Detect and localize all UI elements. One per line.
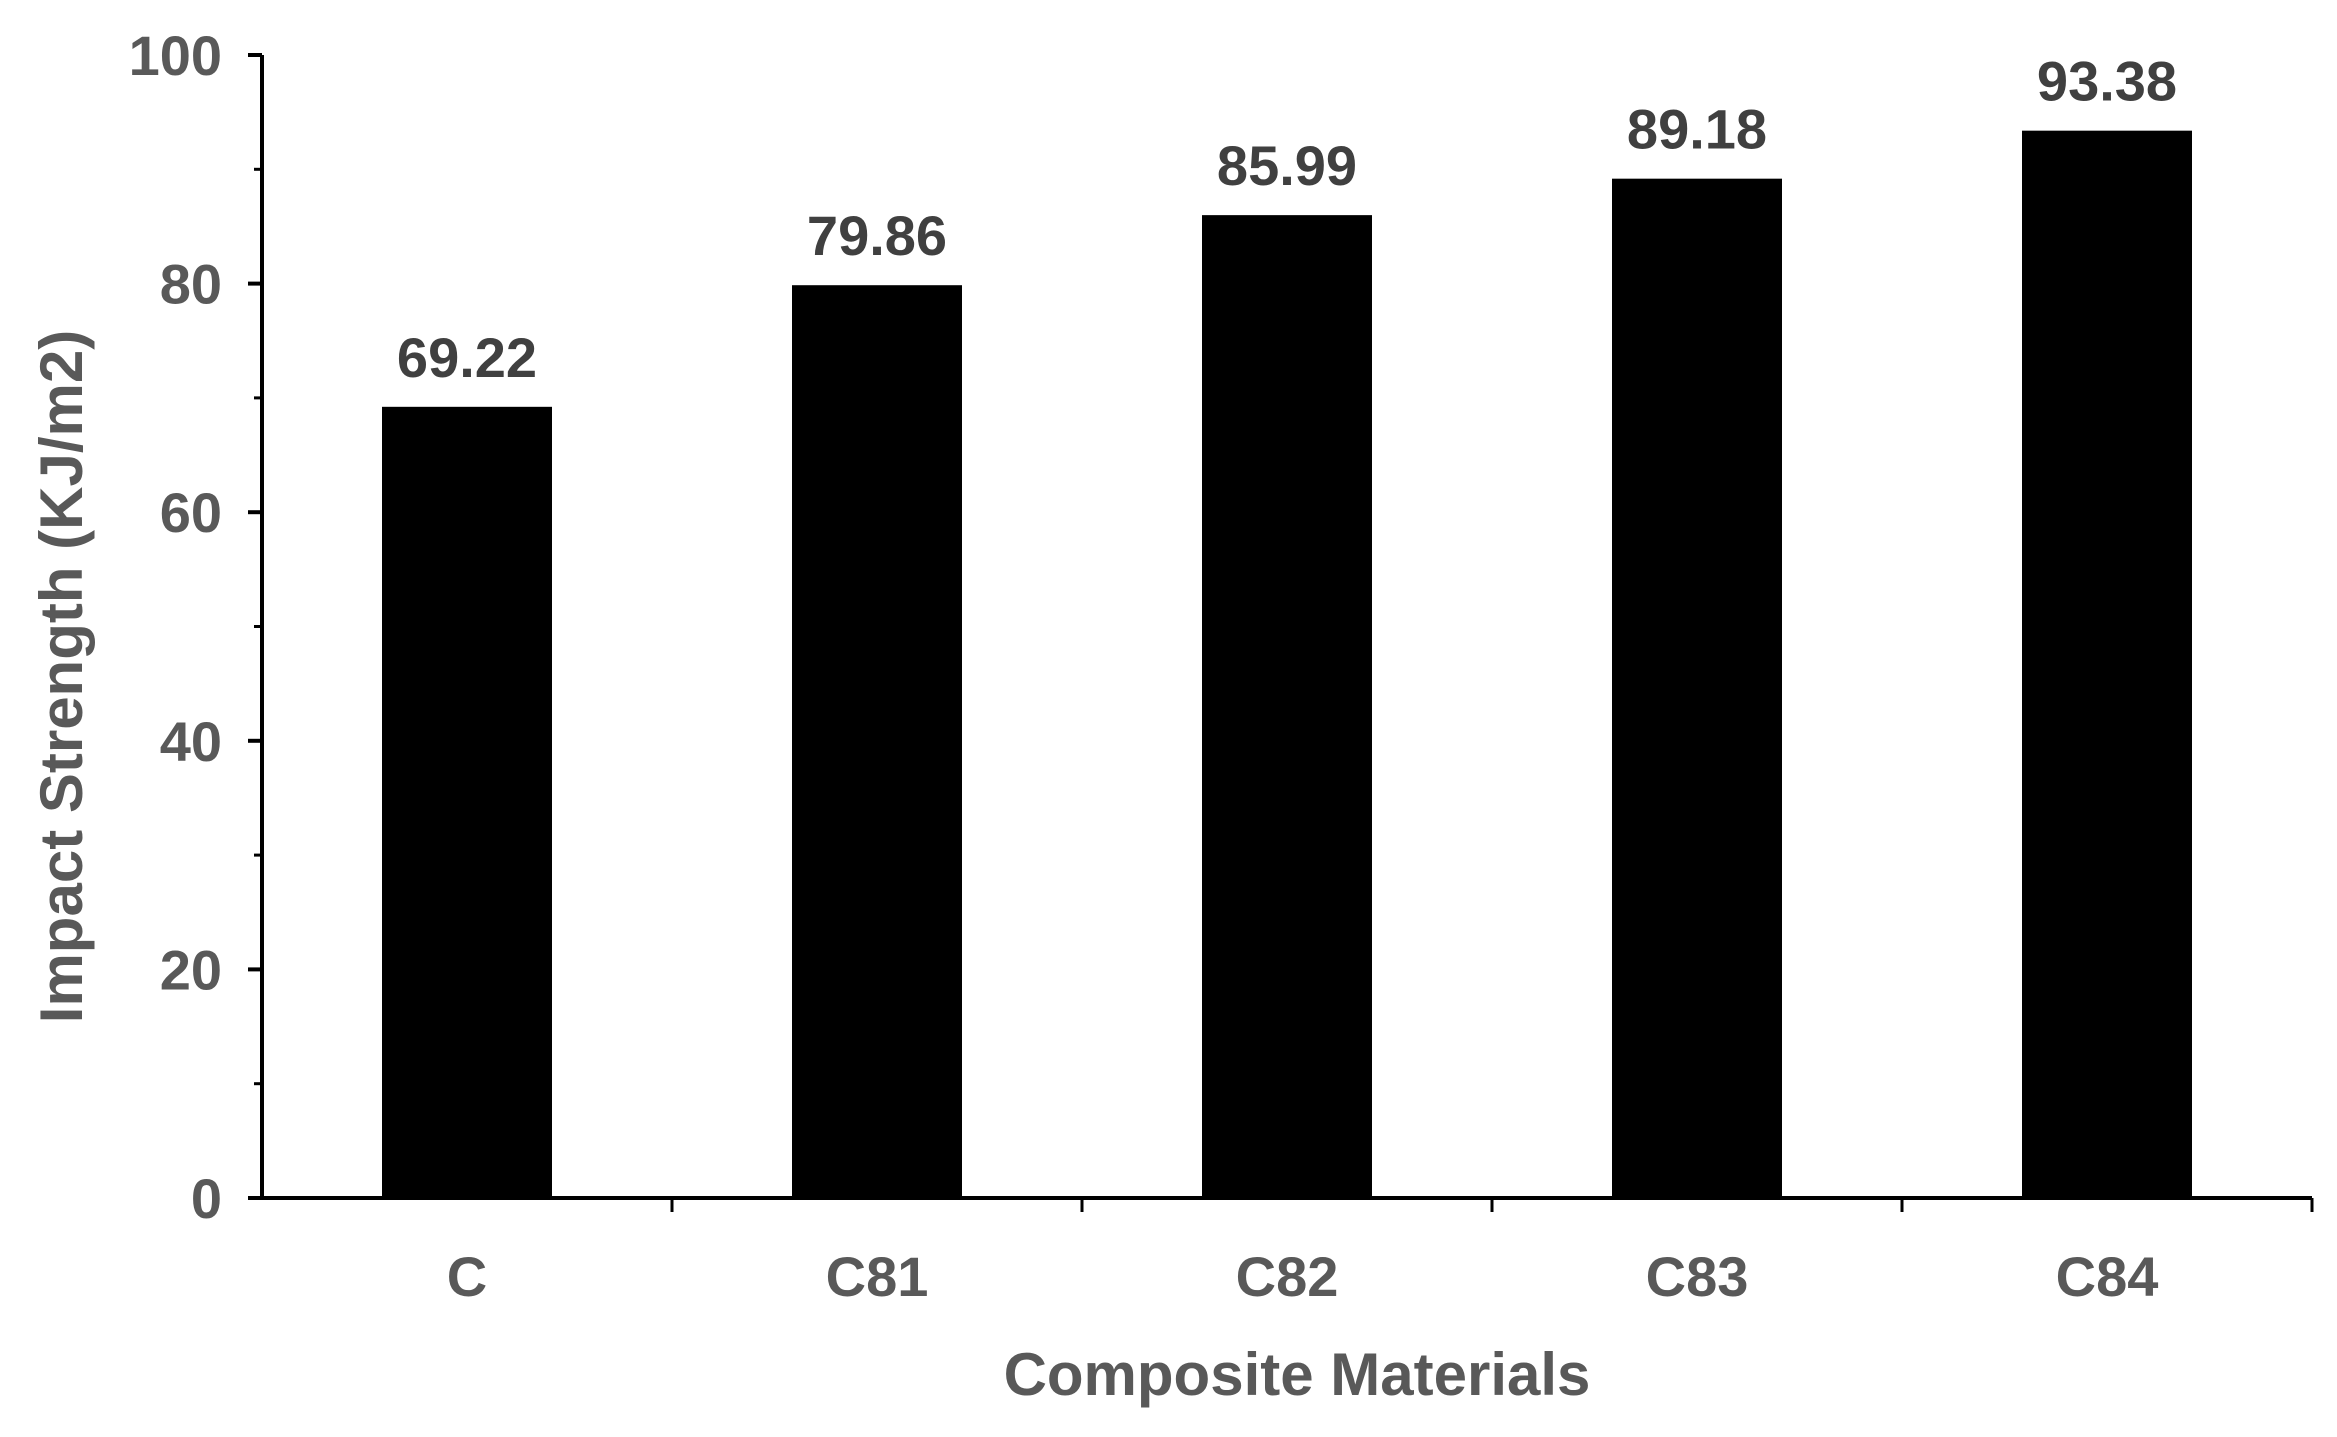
y-axis-title: Impact Strength (KJ/m2) bbox=[28, 330, 95, 1023]
data-label-c82: 85.99 bbox=[1217, 134, 1357, 197]
bar-c83 bbox=[1612, 178, 1782, 1198]
y-tick-label-60: 60 bbox=[160, 481, 222, 544]
bar-c bbox=[382, 406, 552, 1198]
x-tick-label-c81: C81 bbox=[826, 1245, 929, 1308]
x-tick-label-c82: C82 bbox=[1236, 1245, 1339, 1308]
x-axis-title: Composite Materials bbox=[1004, 1341, 1591, 1408]
x-tick-label-c83: C83 bbox=[1646, 1245, 1749, 1308]
y-tick-label-40: 40 bbox=[160, 710, 222, 773]
bars-layer bbox=[382, 130, 2192, 1199]
data-label-c84: 93.38 bbox=[2037, 50, 2177, 113]
data-label-c81: 79.86 bbox=[807, 204, 947, 267]
x-tick-label-c: C bbox=[447, 1245, 487, 1308]
data-label-c: 69.22 bbox=[397, 326, 537, 389]
ticks-layer bbox=[248, 53, 2314, 1212]
y-tick-label-80: 80 bbox=[160, 253, 222, 316]
labels-layer: 69.22 C 79.86 C81 85.99 C82 89.18 C83 93.38 C84 0 2… bbox=[129, 24, 2178, 1308]
y-tick-label-0: 0 bbox=[191, 1167, 222, 1230]
bar-c82 bbox=[1202, 215, 1372, 1199]
data-label-c83: 89.18 bbox=[1627, 98, 1767, 161]
y-tick-label-100: 100 bbox=[129, 24, 222, 87]
y-tick-label-20: 20 bbox=[160, 938, 222, 1001]
bar-c81 bbox=[792, 285, 962, 1198]
x-tick-label-c84: C84 bbox=[2056, 1245, 2159, 1308]
bar-c84 bbox=[2022, 130, 2192, 1198]
